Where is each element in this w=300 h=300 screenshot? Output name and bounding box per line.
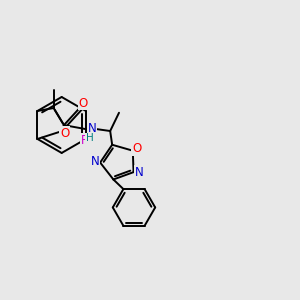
Text: H: H bbox=[86, 134, 93, 143]
Text: N: N bbox=[88, 122, 96, 135]
Text: N: N bbox=[91, 155, 99, 169]
Text: F: F bbox=[81, 134, 88, 147]
Text: O: O bbox=[132, 142, 142, 155]
Text: N: N bbox=[134, 166, 143, 178]
Text: O: O bbox=[79, 97, 88, 110]
Text: O: O bbox=[60, 127, 70, 140]
